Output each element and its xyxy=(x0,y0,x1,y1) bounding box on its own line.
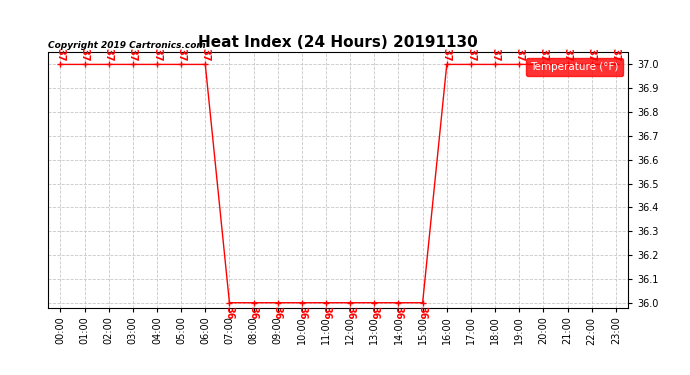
Text: 36: 36 xyxy=(297,306,307,319)
Title: Heat Index (24 Hours) 20191130: Heat Index (24 Hours) 20191130 xyxy=(198,35,478,50)
Text: 36: 36 xyxy=(224,306,235,319)
Text: 37: 37 xyxy=(55,48,66,62)
Text: 37: 37 xyxy=(176,48,186,62)
Text: 36: 36 xyxy=(393,306,404,319)
Text: 37: 37 xyxy=(200,48,210,62)
Text: 37: 37 xyxy=(490,48,500,62)
Text: 37: 37 xyxy=(152,48,162,62)
Text: 37: 37 xyxy=(128,48,138,62)
Text: 37: 37 xyxy=(466,48,476,62)
Text: 36: 36 xyxy=(369,306,380,319)
Text: 36: 36 xyxy=(248,306,259,319)
Text: 37: 37 xyxy=(562,48,573,62)
Text: 37: 37 xyxy=(514,48,524,62)
Text: 36: 36 xyxy=(417,306,428,319)
Text: 37: 37 xyxy=(611,48,621,62)
Text: 37: 37 xyxy=(79,48,90,62)
Text: 36: 36 xyxy=(345,306,355,319)
Text: 36: 36 xyxy=(273,306,283,319)
Text: 36: 36 xyxy=(321,306,331,319)
Text: Copyright 2019 Cartronics.com: Copyright 2019 Cartronics.com xyxy=(48,41,206,50)
Text: 37: 37 xyxy=(104,48,114,62)
Text: 37: 37 xyxy=(442,48,452,62)
Text: 37: 37 xyxy=(586,48,597,62)
Text: 37: 37 xyxy=(538,48,549,62)
Legend: Temperature (°F): Temperature (°F) xyxy=(526,58,622,76)
